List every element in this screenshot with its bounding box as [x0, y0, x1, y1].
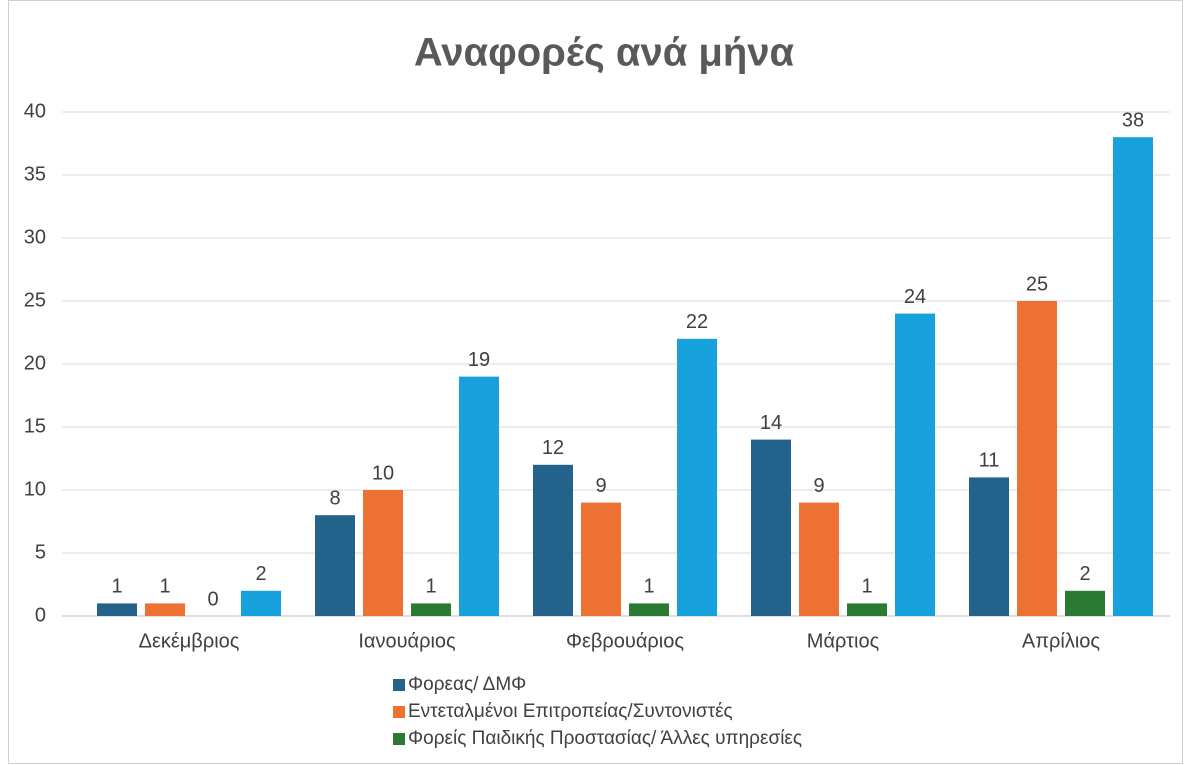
- bar: [799, 502, 839, 616]
- bar: [363, 490, 403, 616]
- bar: [581, 502, 621, 616]
- data-label: 1: [159, 576, 170, 598]
- y-tick-label: 30: [24, 226, 46, 248]
- data-label: 10: [372, 462, 394, 484]
- data-label: 2: [255, 563, 266, 585]
- data-label: 1: [643, 576, 654, 598]
- data-label: 0: [207, 588, 218, 610]
- data-label: 14: [760, 412, 782, 434]
- data-label: 8: [329, 487, 340, 509]
- bar: [145, 603, 185, 616]
- bar: [969, 477, 1009, 616]
- y-tick-label: 35: [24, 163, 46, 185]
- y-tick-label: 5: [35, 541, 46, 563]
- bar: [751, 439, 791, 616]
- x-tick-label: Ιανουάριος: [358, 630, 456, 652]
- x-tick-label: Φεβρουάριος: [566, 630, 684, 652]
- legend-swatch: [393, 706, 405, 718]
- legend-swatch: [393, 733, 405, 745]
- data-label: 22: [686, 311, 708, 333]
- bar: [1113, 137, 1153, 616]
- legend-label: Φορείς Παιδικής Προστασίας/ Άλλες υπηρεσ…: [408, 728, 802, 749]
- bar: [677, 338, 717, 616]
- data-label: 11: [979, 450, 1000, 472]
- y-tick-label: 15: [24, 415, 46, 437]
- chart-frame: [8, 0, 1183, 764]
- legend-label: Εντεταλμένοι Επιτροπείας/Συντονιστές: [408, 701, 733, 722]
- y-tick-label: 40: [24, 100, 46, 122]
- legend-label: Φορεας/ ΔΜΦ: [408, 674, 526, 695]
- data-label: 19: [468, 349, 490, 371]
- x-tick-label: Απρίλιος: [1022, 630, 1101, 652]
- chart-title: Αναφορές ανά μήνα: [414, 31, 795, 75]
- bar: [241, 590, 281, 616]
- data-label: 38: [1122, 109, 1144, 131]
- y-tick-label: 20: [24, 352, 46, 374]
- bar: [895, 313, 935, 616]
- bar: [459, 376, 499, 616]
- y-tick-label: 0: [35, 604, 46, 626]
- bar: [315, 515, 355, 616]
- y-tick-label: 25: [24, 289, 46, 311]
- y-tick-label: 10: [24, 478, 46, 500]
- bar: [411, 603, 451, 616]
- data-label: 1: [425, 576, 436, 598]
- x-tick-label: Δεκέμβριος: [139, 630, 240, 652]
- data-label: 9: [595, 475, 606, 497]
- bar: [533, 464, 573, 616]
- data-label: 2: [1079, 563, 1090, 585]
- data-label: 12: [542, 437, 564, 459]
- bar: [629, 603, 669, 616]
- data-label: 9: [813, 475, 824, 497]
- data-label: 24: [904, 286, 926, 308]
- data-label: 1: [111, 576, 122, 598]
- x-tick-label: Μάρτιος: [807, 630, 880, 652]
- bar: [1065, 590, 1105, 616]
- bar: [1017, 301, 1057, 616]
- bar: [97, 603, 137, 616]
- bar: [847, 603, 887, 616]
- legend-swatch: [393, 679, 405, 691]
- data-label: 1: [861, 576, 872, 598]
- data-label: 25: [1026, 273, 1048, 295]
